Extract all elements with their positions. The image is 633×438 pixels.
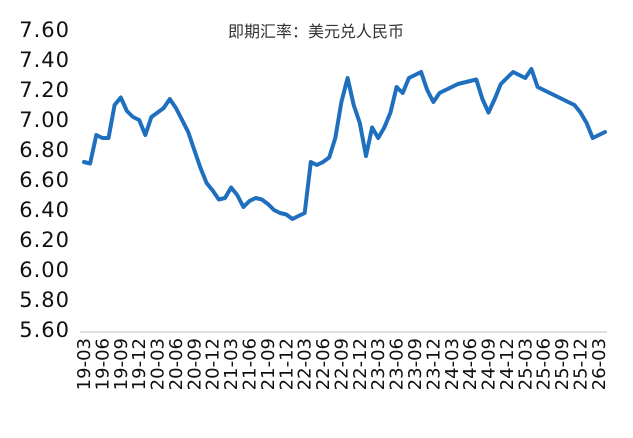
x-tick-label: 22-12 (350, 338, 371, 390)
x-tick-label: 26-03 (589, 338, 610, 390)
x-tick-label: 25-09 (552, 338, 573, 390)
y-axis: 5.60 5.80 6.00 6.20 6.40 6.60 6.80 7.00 7.20 7.40… (19, 18, 70, 342)
y-tick-label: 6.00 (19, 258, 70, 282)
x-tick-label: 19-12 (129, 338, 150, 390)
series-line (82, 67, 607, 221)
x-tick-label: 19-06 (92, 338, 113, 390)
x-tick-label: 20-09 (184, 338, 205, 390)
x-tick-label: 23-03 (368, 338, 389, 390)
x-tick-label: 24-09 (479, 338, 500, 390)
y-tick-label: 7.40 (19, 48, 70, 72)
x-tick-label: 25-06 (534, 338, 555, 390)
x-tick-label: 20-03 (148, 338, 169, 390)
y-tick-label: 7.60 (19, 18, 70, 42)
x-tick-label: 23-12 (423, 338, 444, 390)
x-tick-label: 25-12 (570, 338, 591, 390)
x-tick-label: 22-06 (313, 338, 334, 390)
x-tick-label: 21-09 (258, 338, 279, 390)
x-tick-label: 24-03 (442, 338, 463, 390)
y-tick-label: 5.60 (19, 318, 70, 342)
x-tick-label: 19-09 (111, 338, 132, 390)
x-tick-label: 24-12 (497, 338, 518, 390)
y-tick-label: 7.00 (19, 108, 70, 132)
x-tick-label: 20-12 (203, 338, 224, 390)
x-tick-label: 22-09 (331, 338, 352, 390)
y-tick-label: 5.80 (19, 288, 70, 312)
chart-title: 即期汇率：美元兑人民币 (228, 22, 404, 41)
y-tick-label: 7.20 (19, 78, 70, 102)
x-axis: 19-0319-0619-0919-1220-0320-0620-0920-12… (74, 338, 610, 390)
y-tick-label: 6.60 (19, 168, 70, 192)
x-tick-label: 25-03 (515, 338, 536, 390)
x-tick-label: 22-03 (295, 338, 316, 390)
x-tick-label: 19-03 (74, 338, 95, 390)
x-tick-label: 23-06 (387, 338, 408, 390)
y-tick-label: 6.80 (19, 138, 70, 162)
y-tick-label: 6.20 (19, 228, 70, 252)
x-tick-label: 21-12 (276, 338, 297, 390)
x-tick-label: 24-06 (460, 338, 481, 390)
x-tick-label: 21-03 (221, 338, 242, 390)
y-tick-label: 6.40 (19, 198, 70, 222)
x-tick-label: 23-09 (405, 338, 426, 390)
x-tick-label: 21-06 (239, 338, 260, 390)
x-tick-label: 20-06 (166, 338, 187, 390)
